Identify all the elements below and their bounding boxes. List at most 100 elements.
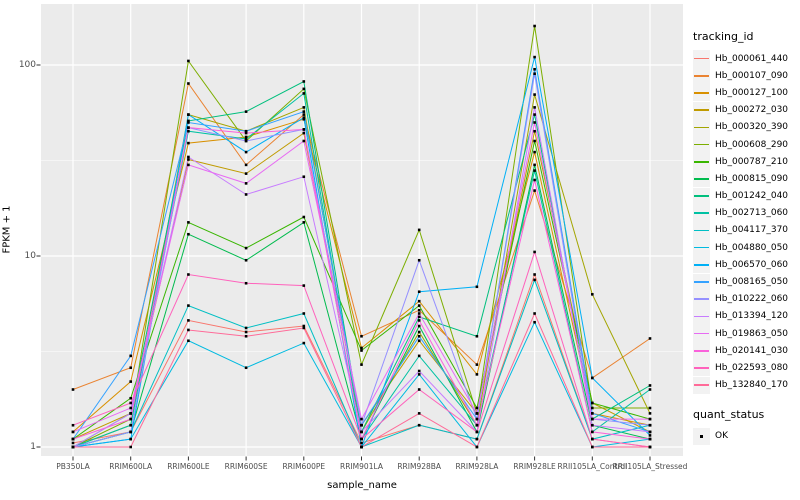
data-point — [244, 137, 248, 141]
data-point — [302, 341, 306, 345]
data-point — [648, 430, 652, 434]
legend-item-Hb_022593_080: Hb_022593_080 — [693, 359, 799, 377]
legend-key-swatch — [693, 204, 710, 222]
data-point — [71, 388, 75, 391]
legend-item-label: Hb_000608_290 — [715, 139, 789, 150]
legend-items-tracking-id: Hb_000061_440 Hb_000107_090 Hb_000127_100 H… — [693, 50, 799, 394]
data-point — [302, 139, 306, 143]
x-tick-label-RRII105LA_Control: RRII105LA_Control — [557, 462, 628, 471]
data-point — [533, 93, 536, 96]
legend-line-icon — [694, 143, 709, 146]
data-point — [417, 334, 421, 338]
legend-item-label: OK — [715, 431, 728, 442]
legend-item-label: Hb_008165_050 — [715, 277, 789, 288]
data-point — [417, 330, 421, 334]
legend-line-icon — [694, 126, 709, 129]
data-point — [533, 129, 536, 133]
data-point — [129, 417, 132, 421]
y-tick-label-1: 1 — [30, 441, 36, 452]
data-point — [244, 110, 248, 113]
data-point — [302, 215, 306, 219]
x-tick-label-RRIM928LA: RRIM928LA — [455, 462, 499, 471]
data-point — [129, 445, 132, 449]
data-point — [360, 441, 363, 445]
data-point — [417, 339, 421, 343]
data-point — [648, 434, 652, 437]
data-point — [533, 163, 536, 167]
legend-item-label: Hb_013394_120 — [715, 311, 789, 322]
legend-key-swatch — [693, 359, 710, 377]
data-point — [129, 354, 132, 358]
data-point — [244, 163, 248, 167]
legend-item-label: Hb_010222_060 — [715, 294, 789, 305]
legend-item-Hb_132840_170: Hb_132840_170 — [693, 376, 799, 394]
legend-line-icon — [694, 384, 709, 386]
data-point — [360, 430, 363, 434]
data-point — [302, 221, 306, 224]
data-point — [302, 175, 306, 179]
data-point — [417, 423, 421, 427]
legend-line-icon — [694, 315, 709, 318]
data-point — [187, 141, 190, 145]
data-point — [244, 334, 248, 338]
data-point — [302, 113, 306, 116]
data-point — [71, 423, 75, 427]
x-axis-title: sample_name — [327, 480, 397, 491]
data-point — [187, 221, 190, 224]
data-point — [244, 150, 248, 154]
data-point — [475, 412, 479, 415]
legend-key-swatch — [693, 290, 710, 308]
legend-item-Hb_000127_100: Hb_000127_100 — [693, 84, 799, 102]
legend-key-swatch — [693, 187, 710, 205]
legend-item-Hb_000320_390: Hb_000320_390 — [693, 118, 799, 136]
data-point — [648, 423, 652, 427]
data-point — [187, 163, 190, 167]
legend-key-swatch — [693, 376, 710, 394]
data-point — [360, 437, 363, 441]
data-point — [302, 116, 306, 119]
data-point — [187, 59, 190, 63]
data-point — [187, 158, 190, 161]
data-point — [71, 441, 75, 445]
legend-line-icon — [694, 178, 709, 180]
legend-item-label: Hb_002713_060 — [715, 208, 789, 219]
data-point — [244, 258, 248, 262]
data-point — [187, 129, 190, 133]
legend: tracking_id Hb_000061_440 Hb_000107_090 Hb… — [693, 30, 799, 445]
data-point — [533, 169, 536, 172]
x-tick-label-RRII105LA_Stressed: RRII105LA_Stressed — [612, 462, 688, 471]
data-point — [187, 339, 190, 343]
legend-item-Hb_002713_060: Hb_002713_060 — [693, 204, 799, 222]
legend-key-swatch — [693, 67, 710, 85]
data-point — [475, 406, 479, 410]
y-tick-label-100: 100 — [18, 59, 36, 70]
data-point — [533, 113, 536, 116]
legend-line-icon — [694, 264, 709, 266]
data-point — [302, 326, 306, 330]
legend-key-swatch — [693, 84, 710, 102]
x-tick-label-RRIM928BA: RRIM928BA — [397, 462, 442, 471]
data-point — [475, 437, 479, 441]
data-point — [533, 106, 536, 109]
legend-line-icon — [694, 195, 709, 197]
data-point — [244, 330, 248, 334]
data-point — [533, 273, 536, 276]
data-point — [129, 401, 132, 405]
data-point — [533, 312, 536, 315]
data-point — [244, 129, 248, 133]
legend-item-Hb_000815_090: Hb_000815_090 — [693, 170, 799, 188]
legend-item-Hb_000608_290: Hb_000608_290 — [693, 136, 799, 154]
data-point — [533, 139, 536, 143]
legend-item-label: Hb_001242_040 — [715, 191, 789, 202]
data-point — [648, 337, 652, 340]
data-point — [533, 150, 536, 154]
legend-line-icon — [694, 92, 709, 94]
data-point — [417, 324, 421, 328]
data-point — [302, 312, 306, 315]
data-point — [417, 315, 421, 319]
legend-key-swatch — [693, 427, 710, 445]
data-point — [591, 423, 594, 427]
legend-item-Hb_004117_370: Hb_004117_370 — [693, 221, 799, 239]
data-point — [244, 281, 248, 285]
